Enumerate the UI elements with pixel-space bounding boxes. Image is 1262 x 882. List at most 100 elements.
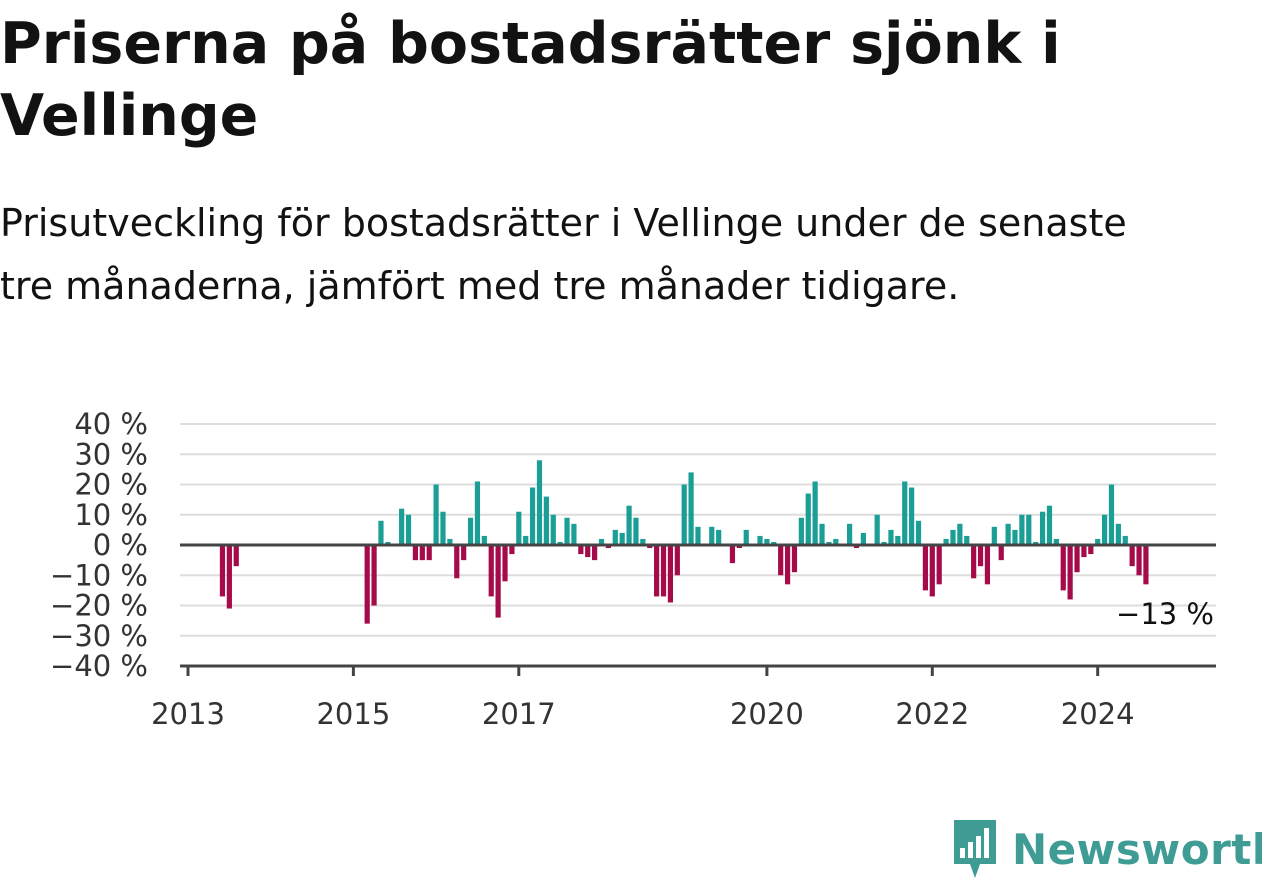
y-tick-label: 30 % [74, 437, 148, 471]
bar [399, 508, 405, 545]
bar [571, 523, 577, 545]
x-tick-label: 2020 [730, 697, 804, 731]
bar [626, 505, 632, 545]
bar [1136, 545, 1142, 576]
bar [853, 545, 860, 549]
chart-subtitle: Prisutveckling för bostadsrätter i Velli… [0, 201, 1127, 308]
bar [550, 514, 556, 545]
bar [812, 481, 818, 545]
bar [681, 484, 687, 545]
bar [1039, 511, 1046, 545]
bar [543, 496, 549, 545]
bar [364, 545, 370, 624]
bar [667, 545, 674, 603]
bar [419, 545, 425, 561]
bar [1101, 514, 1108, 545]
axes [180, 543, 1216, 676]
bar [433, 484, 439, 545]
bar [1033, 541, 1039, 545]
bar [1046, 505, 1053, 545]
bar [757, 535, 763, 545]
newsworthy-brand: Newsworthy [950, 816, 1262, 882]
bar [474, 481, 481, 545]
bar [440, 511, 446, 545]
bar [1081, 545, 1087, 558]
bar [929, 545, 935, 597]
bar [936, 545, 942, 585]
bar [1067, 545, 1073, 600]
x-tick-label: 2015 [316, 697, 390, 731]
bar [578, 545, 584, 555]
y-tick-label: 10 % [74, 498, 148, 532]
bar [977, 545, 984, 567]
bar [640, 538, 646, 545]
bar [833, 538, 839, 545]
x-tick-label: 2017 [482, 697, 556, 731]
bar [219, 545, 226, 597]
bar [378, 520, 384, 545]
bar [964, 535, 970, 545]
bar [1143, 545, 1149, 585]
bar [743, 529, 749, 546]
last-value-label: −13 % [1116, 597, 1214, 631]
bar [695, 526, 701, 545]
bar [729, 545, 736, 564]
labels: 40 %30 %20 %10 %0 %−10 %−20 %−30 %−40 %2… [50, 407, 1214, 731]
bar [585, 545, 591, 558]
bar [226, 545, 232, 609]
bar [984, 545, 991, 585]
bar [461, 545, 467, 561]
bar [915, 520, 922, 545]
bar [895, 535, 901, 545]
bar [633, 517, 639, 545]
bar [1012, 529, 1018, 546]
bar [1108, 484, 1115, 545]
bar [1053, 538, 1059, 545]
bar [523, 535, 529, 545]
bar [371, 545, 377, 606]
bar [1060, 545, 1066, 591]
bar [991, 526, 997, 545]
bar [495, 545, 501, 618]
x-tick-label: 2013 [151, 697, 225, 731]
bar [529, 487, 536, 545]
bar [647, 545, 653, 549]
bar [1122, 535, 1128, 545]
bar [764, 538, 770, 545]
bar [612, 529, 618, 546]
bar [426, 545, 432, 561]
bar [1115, 523, 1121, 545]
bar [447, 538, 453, 545]
bar [233, 545, 239, 567]
bar [605, 545, 611, 549]
bar [902, 481, 908, 545]
bar [592, 545, 598, 561]
bars [219, 460, 1149, 624]
bar [922, 545, 929, 591]
x-tick-label: 2022 [895, 697, 969, 731]
bar [660, 545, 667, 597]
bar [1074, 545, 1080, 573]
y-tick-label: −30 % [50, 619, 148, 653]
gridlines [180, 423, 1216, 637]
y-tick-label: −40 % [50, 649, 148, 683]
bar [509, 545, 515, 555]
x-tick-label: 2024 [1061, 697, 1135, 731]
bar [564, 517, 570, 545]
bar [888, 529, 894, 546]
bar [516, 511, 522, 545]
bar [598, 538, 605, 545]
bar [860, 532, 866, 545]
bar [771, 541, 777, 545]
bar [405, 514, 412, 545]
bar [688, 472, 694, 545]
bar [1005, 523, 1011, 545]
bar [385, 541, 391, 545]
newsworthy-logo-icon [954, 820, 996, 878]
bar [881, 541, 887, 545]
bar [488, 545, 494, 597]
bar [798, 517, 804, 545]
bar-chart: 40 %30 %20 %10 %0 %−10 %−20 %−30 %−40 %2… [50, 407, 1216, 731]
bar [412, 545, 419, 561]
y-tick-label: 0 % [93, 528, 148, 562]
